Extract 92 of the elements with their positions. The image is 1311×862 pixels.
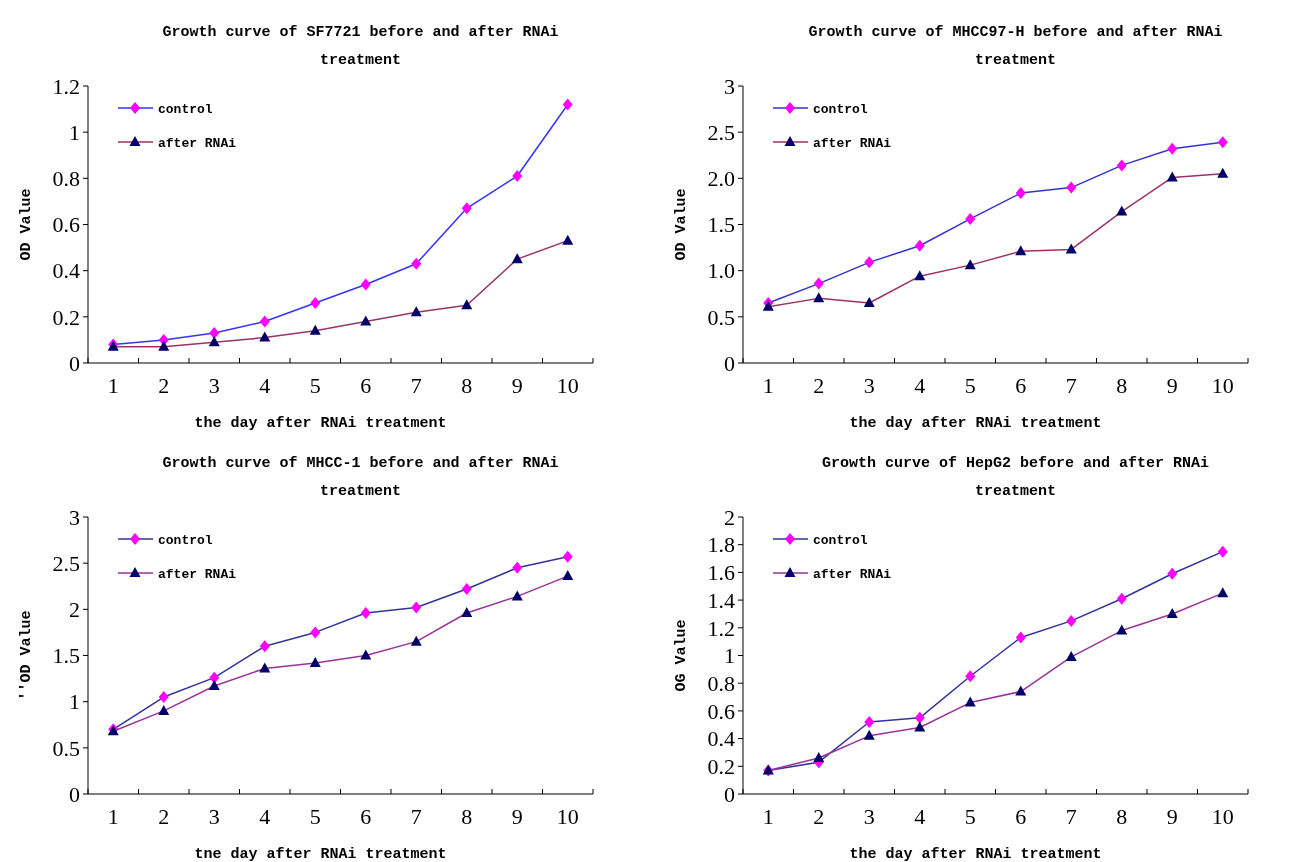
x-tick-label: 8	[1116, 804, 1128, 829]
x-tick-label: 8	[1116, 373, 1128, 398]
y-tick-label: 0.4	[52, 258, 80, 284]
y-tick-label: 1.2	[707, 615, 735, 641]
legend-label: after RNAi	[813, 135, 892, 151]
x-tick-label: 1	[762, 804, 774, 829]
x-tick-label: 6	[1015, 804, 1027, 829]
x-axis-title: the day after RNAi treatment	[849, 846, 1102, 862]
x-tick-label: 7	[1065, 373, 1077, 398]
y-tick-label: 0.8	[52, 166, 80, 192]
x-tick-label: 1	[107, 804, 119, 829]
y-tick-label: 1.2	[52, 73, 80, 99]
y-tick-label: 1.6	[707, 560, 735, 586]
y-axis-title: OD Value	[18, 188, 35, 261]
x-tick-label: 4	[259, 804, 271, 829]
y-tick-label: 0.2	[707, 754, 735, 779]
x-tick-label: 6	[360, 373, 372, 398]
chart-title: Growth curve of MHCC97-H before and after RNAi treatment	[808, 24, 1223, 69]
legend-label: control	[158, 532, 213, 548]
y-axis-title: OG Value	[673, 619, 690, 692]
y-tick-label: 2	[724, 504, 735, 530]
y-tick-label: 2.5	[52, 550, 80, 576]
x-tick-label: 3	[863, 373, 875, 398]
legend-label: after RNAi	[813, 566, 892, 582]
legend-label: control	[813, 101, 868, 117]
x-tick-label: 2	[813, 373, 825, 398]
y-tick-label: 0	[69, 781, 80, 807]
y-tick-label: 2.5	[707, 119, 735, 145]
chart-title: Growth curve of MHCC-1 before and after RNAi treatment	[162, 455, 559, 500]
x-tick-label: 2	[813, 804, 825, 829]
y-tick-label: 2.0	[707, 166, 735, 192]
x-tick-label: 6	[1015, 373, 1027, 398]
y-tick-label: 0.8	[707, 670, 735, 696]
x-tick-label: 3	[208, 804, 220, 829]
x-axis-title: the day after RNAi treatment	[849, 415, 1102, 432]
x-axis-title: tne day after RNAi treatment	[194, 846, 447, 862]
y-tick-label: 2	[69, 597, 80, 623]
y-tick-label: 0.5	[52, 735, 80, 761]
x-tick-label: 5	[964, 373, 976, 398]
x-tick-label: 8	[461, 373, 473, 398]
legend-label: after RNAi	[158, 135, 237, 151]
x-tick-label: 10	[556, 804, 579, 829]
y-tick-label: 0	[724, 350, 735, 376]
y-tick-label: 1	[69, 119, 80, 145]
x-tick-label: 2	[158, 373, 170, 398]
y-tick-label: 0.6	[52, 212, 80, 238]
chart-title: Growth curve of HepG2 before and after RNAi treatment	[821, 455, 1210, 500]
x-tick-label: 9	[511, 373, 523, 398]
legend-label: control	[813, 532, 868, 548]
x-tick-label: 5	[309, 804, 321, 829]
x-tick-label: 10	[1211, 373, 1234, 398]
y-tick-label: 0	[724, 781, 735, 807]
y-tick-label: 0	[69, 350, 80, 376]
x-tick-label: 9	[1166, 373, 1178, 398]
y-axis-title: OD Value	[673, 188, 690, 261]
x-tick-label: 4	[914, 373, 926, 398]
x-tick-label: 9	[511, 804, 523, 829]
y-tick-label: 0.2	[52, 304, 80, 330]
x-tick-label: 3	[208, 373, 220, 398]
x-tick-label: 5	[964, 804, 976, 829]
y-tick-label: 1	[724, 643, 735, 669]
y-tick-label: 1.0	[707, 258, 735, 284]
legend-label: after RNAi	[158, 566, 237, 582]
y-tick-label: 1.4	[707, 587, 735, 613]
x-tick-label: 4	[914, 804, 926, 829]
y-tick-label: 1.5	[52, 643, 80, 669]
x-tick-label: 1	[107, 373, 119, 398]
y-tick-label: 1.5	[707, 212, 735, 238]
x-axis-title: the day after RNAi treatment	[194, 415, 447, 432]
y-tick-label: 0.5	[707, 304, 735, 330]
x-tick-label: 6	[360, 804, 372, 829]
x-tick-label: 9	[1166, 804, 1178, 829]
y-tick-label: 1	[69, 689, 80, 715]
legend-label: control	[158, 101, 213, 117]
x-tick-label: 4	[259, 373, 271, 398]
y-tick-label: 0.6	[707, 698, 735, 724]
x-tick-label: 10	[1211, 804, 1234, 829]
x-tick-label: 5	[309, 373, 321, 398]
x-tick-label: 1	[762, 373, 774, 398]
x-tick-label: 8	[461, 804, 473, 829]
y-tick-label: 0.4	[707, 726, 735, 752]
x-tick-label: 7	[1065, 804, 1077, 829]
x-tick-label: 2	[158, 804, 170, 829]
y-axis-title: ''OD Value	[18, 610, 35, 701]
chart-title: Growth curve of SF7721 before and after RNAi treatment	[162, 24, 559, 69]
x-tick-label: 10	[556, 373, 579, 398]
x-tick-label: 7	[410, 373, 422, 398]
x-tick-label: 7	[410, 804, 422, 829]
x-tick-label: 3	[863, 804, 875, 829]
y-tick-label: 1.8	[707, 532, 735, 558]
y-tick-label: 3	[724, 73, 735, 99]
y-tick-label: 3	[69, 504, 80, 530]
